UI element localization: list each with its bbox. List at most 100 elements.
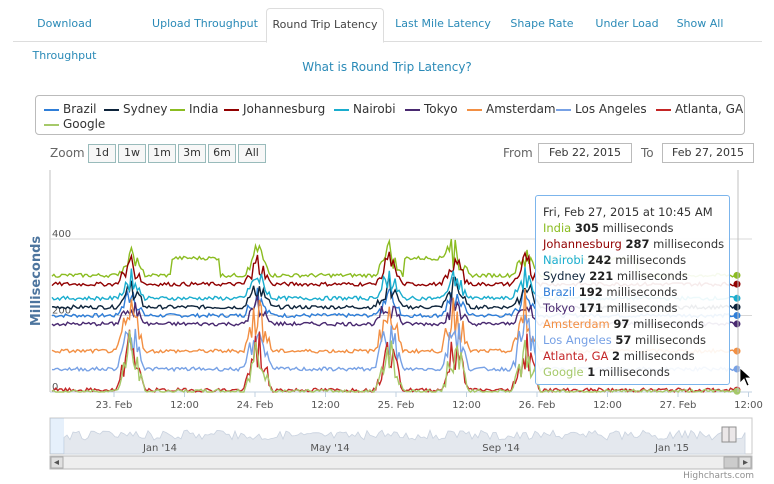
tooltip-value: 242 [587,253,612,267]
legend-label: Amsterdam [486,102,556,116]
zoom-button-1d[interactable]: 1d [88,144,116,163]
legend-label: India [189,102,219,116]
legend-line-icon [44,108,59,111]
tooltip-value: 305 [574,221,599,235]
legend-item-sydney[interactable]: Sydney [104,102,167,116]
x-tick-label: 27. Feb [660,400,697,411]
zoom-button-All[interactable]: All [238,144,266,163]
zoom-button-1w[interactable]: 1w [118,144,146,163]
tooltip-unit: milliseconds [635,333,707,347]
series-point-amsterdam [733,347,741,355]
navigator-handle-left[interactable] [721,426,730,443]
series-point-tokyo [733,320,741,328]
legend-item-tokyo[interactable]: Tokyo [405,102,458,116]
x-tick-label: 12:00 [452,400,481,411]
legend-item-atlanta-ga[interactable]: Atlanta, GA [656,102,743,116]
legend-item-brazil[interactable]: Brazil [44,102,97,116]
series-point-brazil [733,312,741,319]
legend-item-google[interactable]: Google [44,117,105,131]
tab-shape-rate[interactable]: Shape Rate [510,17,574,30]
tooltip-row: Google 1 milliseconds [543,365,670,379]
navigator-handle-right[interactable] [728,426,737,443]
legend-label: Sydney [123,102,168,116]
tab-show-all[interactable]: Show All [676,17,724,30]
from-label: From [503,146,533,160]
from-date-input[interactable]: Feb 22, 2015 [538,143,632,163]
legend-line-icon [104,108,119,111]
tooltip-value: 97 [613,317,630,331]
legend-line-icon [556,108,571,111]
to-date-input[interactable]: Feb 27, 2015 [662,143,754,163]
tab-upload-throughput[interactable]: Upload Throughput [152,17,258,30]
what-is-link[interactable]: What is Round Trip Latency? [302,60,472,74]
legend-line-icon [656,108,671,111]
legend-item-amsterdam[interactable]: Amsterdam [467,102,556,116]
tooltip-value: 2 [612,349,621,363]
tooltip-row: Tokyo 171 milliseconds [543,301,678,315]
tooltip-series-name: Sydney [543,269,586,283]
x-tick-label: 12:00 [311,400,340,411]
legend-line-icon [405,108,420,111]
legend-line-icon [224,108,239,111]
chart-tooltip: Fri, Feb 27, 2015 at 10:45 AM India 305 … [535,195,730,385]
tooltip-row: Sydney 221 milliseconds [543,269,688,283]
tooltip-series-name: India [543,221,572,235]
legend-item-johannesburg[interactable]: Johannesburg [224,102,325,116]
legend-label: Johannesburg [243,102,326,116]
tooltip-series-name: Tokyo [543,301,576,315]
scrollbar-right-arrow-icon [743,460,748,465]
tab-round-trip-latency[interactable]: Round Trip Latency [266,8,384,43]
tooltip-value: 57 [615,333,632,347]
tab-download-throughput[interactable]: Download Throughput [32,17,97,62]
series-point-india [733,271,741,279]
scrollbar-thumb[interactable] [723,456,739,469]
x-tick-label: 26. Feb [519,400,556,411]
zoom-button-1m[interactable]: 1m [148,144,176,163]
tab-bar: Download Throughput Upload Throughput Roun… [13,8,762,62]
zoom-button-3m[interactable]: 3m [178,144,206,163]
tooltip-value: 171 [578,301,603,315]
tooltip-series-name: Los Angeles [543,333,612,347]
navigator-mask-left [50,418,64,454]
series-point-johannesburg [733,280,741,288]
legend-item-india[interactable]: India [170,102,218,116]
series-point-google [733,387,741,395]
tooltip-header: Fri, Feb 27, 2015 at 10:45 AM [543,205,713,219]
zoom-button-6m[interactable]: 6m [208,144,236,163]
tooltip-unit: milliseconds [598,365,670,379]
tooltip-row: Brazil 192 milliseconds [543,285,677,299]
y-axis-title: Milliseconds [29,236,44,327]
navigator-label: Jan '14 [142,443,177,454]
tooltip-row: Los Angeles 57 milliseconds [543,333,706,347]
tooltip-unit: milliseconds [616,269,688,283]
tooltip-unit: milliseconds [602,221,674,235]
credits-link[interactable]: Highcharts.com [683,471,754,481]
tooltip-series-name: Atlanta, GA [543,349,609,363]
series-line-google [51,330,739,394]
navigator-series [63,429,746,455]
tooltip-unit: milliseconds [653,237,725,251]
y-tick-label: 200 [52,306,71,317]
tooltip-series-name: Amsterdam [543,317,610,331]
y-tick-label: 400 [52,229,71,240]
tab-under-load[interactable]: Under Load [595,17,659,30]
tooltip-unit: milliseconds [615,253,687,267]
legend-label: Tokyo [424,102,458,116]
legend-item-los-angeles[interactable]: Los Angeles [556,102,647,116]
scrollbar-track [49,455,753,470]
tooltip-row: India 305 milliseconds [543,221,674,235]
legend-line-icon [170,108,185,111]
series-point-los-angeles [733,365,741,373]
to-label: To [641,146,654,160]
tab-last-mile-latency[interactable]: Last Mile Latency [395,17,491,30]
navigator-label: Jan '15 [654,443,689,454]
x-tick-label: 25. Feb [378,400,415,411]
tooltip-row: Amsterdam 97 milliseconds [543,317,704,331]
series-point-nairobi [733,294,741,302]
legend-line-icon [44,123,59,126]
legend-label: Nairobi [353,102,396,116]
legend-item-nairobi[interactable]: Nairobi [334,102,396,116]
tooltip-series-name: Google [543,365,584,379]
navigator-label: Sep '14 [482,443,520,454]
